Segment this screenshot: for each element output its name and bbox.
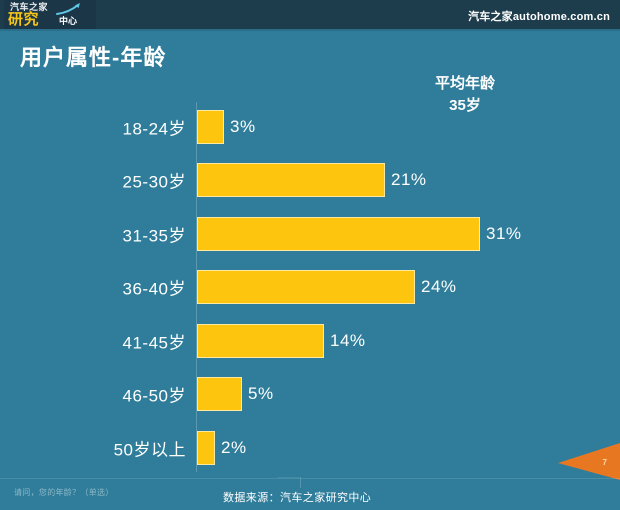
category-label: 50岁以上 xyxy=(113,440,186,460)
brand-url-text: 汽车之家autohome.com.cn xyxy=(468,11,610,23)
chart-row: 41-45岁 14% xyxy=(0,314,620,368)
bar[interactable] xyxy=(197,109,224,144)
bar-value-label: 24% xyxy=(421,277,457,297)
data-source-note: 数据来源：汽车之家研究中心 xyxy=(223,492,372,504)
header-bar: 汽车之家 研究 中心 汽车之家autohome.com.cn xyxy=(0,0,620,30)
category-label: 36-40岁 xyxy=(122,279,186,299)
bar-value-label: 5% xyxy=(248,384,274,404)
bar-group: 24% xyxy=(197,270,457,305)
average-age-annotation: 平均年龄 35岁 xyxy=(390,73,540,117)
bar-group: 2% xyxy=(197,430,247,465)
bar[interactable] xyxy=(197,323,324,358)
bar-group: 21% xyxy=(197,163,427,198)
bar[interactable] xyxy=(197,270,415,305)
bar-group: 14% xyxy=(197,323,366,358)
bar[interactable] xyxy=(197,163,385,198)
bar-group: 5% xyxy=(197,377,274,412)
bar-value-label: 3% xyxy=(230,116,256,136)
bar-group: 31% xyxy=(197,216,522,251)
survey-question-note: 请问，您的年龄？（单选） xyxy=(14,488,114,497)
bar-value-label: 21% xyxy=(391,170,427,190)
bar[interactable] xyxy=(197,377,242,412)
page-number: 7 xyxy=(602,458,607,467)
category-label: 25-30岁 xyxy=(122,172,186,192)
logo-top-text: 汽车之家 xyxy=(10,2,49,12)
average-age-label: 平均年龄 xyxy=(434,75,495,92)
chart-row: 46-50岁 5% xyxy=(0,368,620,422)
page-title: 用户属性-年龄 xyxy=(20,45,167,70)
bar[interactable] xyxy=(197,216,480,251)
category-label: 18-24岁 xyxy=(122,119,186,139)
category-label: 31-35岁 xyxy=(122,226,186,246)
watermark-decoration xyxy=(278,477,301,488)
swoosh-arrow-icon xyxy=(56,3,80,15)
chart-row: 25-30岁 21% xyxy=(0,154,620,208)
corner-triangle-decoration xyxy=(558,443,620,480)
chart-row: 18-24岁 3% xyxy=(0,100,620,154)
average-age-value: 35岁 xyxy=(449,97,481,114)
chart-row: 50岁以上 2% xyxy=(0,421,620,475)
category-label: 41-45岁 xyxy=(122,333,186,353)
age-distribution-bar-chart: 18-24岁 3% 25-30岁 21% 31-35岁 31% 36-40岁 2… xyxy=(0,100,620,475)
bar-value-label: 14% xyxy=(330,330,366,350)
autohome-research-logo[interactable]: 汽车之家 研究 中心 xyxy=(4,0,96,30)
bar-group: 3% xyxy=(197,109,256,144)
bar[interactable] xyxy=(197,430,215,465)
chart-axis-line xyxy=(196,102,197,472)
bar-value-label: 2% xyxy=(221,437,247,457)
bar-value-label: 31% xyxy=(486,223,522,243)
category-label: 46-50岁 xyxy=(122,386,186,406)
logo-sub-text: 中心 xyxy=(59,16,78,26)
header-divider xyxy=(0,29,620,31)
footer-divider xyxy=(0,478,620,479)
logo-main-text: 研究 xyxy=(8,11,40,28)
chart-row: 31-35岁 31% xyxy=(0,207,620,261)
chart-row: 36-40岁 24% xyxy=(0,261,620,315)
